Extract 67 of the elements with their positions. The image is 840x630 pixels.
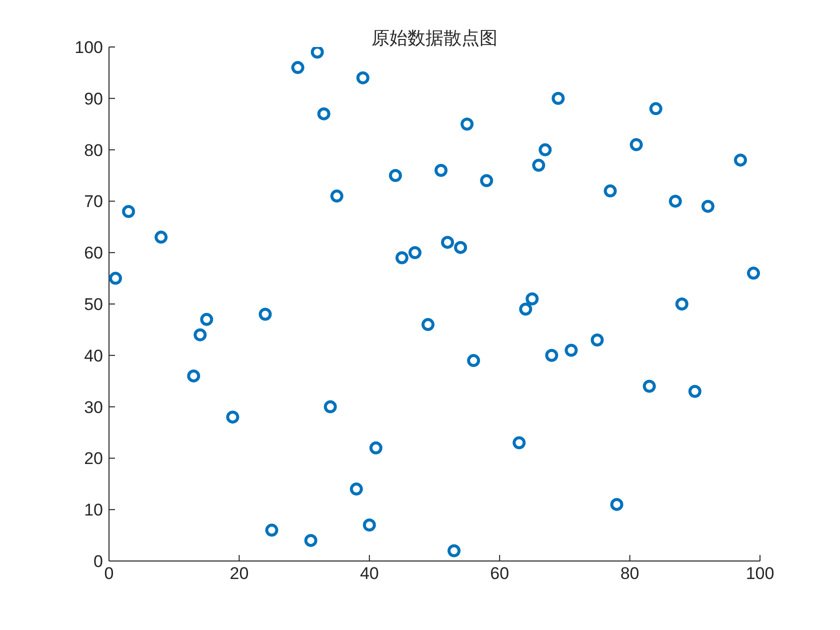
point <box>642 380 656 393</box>
point <box>610 498 624 511</box>
point <box>194 328 207 342</box>
point <box>701 200 714 213</box>
y-tick-label: 70 <box>84 192 103 212</box>
point <box>265 524 278 537</box>
point <box>122 204 136 218</box>
point <box>408 246 422 260</box>
point <box>630 138 643 152</box>
point <box>317 107 330 120</box>
point <box>388 169 402 182</box>
point <box>460 118 474 131</box>
point <box>688 384 702 398</box>
point <box>448 544 461 558</box>
point <box>668 194 682 208</box>
point <box>604 184 617 198</box>
point <box>258 308 272 321</box>
point <box>369 441 382 454</box>
point <box>675 298 688 310</box>
point <box>362 518 376 532</box>
point <box>154 230 168 244</box>
y-tick-label: 20 <box>84 449 103 468</box>
point <box>532 158 546 172</box>
chart-title: 原始数据散点图 <box>370 27 498 50</box>
point <box>324 400 337 414</box>
point <box>538 143 552 156</box>
point <box>552 92 565 105</box>
y-tick-label: 30 <box>84 398 103 417</box>
x-tick-label: 100 <box>746 564 774 584</box>
x-tick-label: 40 <box>360 564 379 584</box>
point <box>545 348 558 362</box>
point <box>441 236 454 249</box>
y-tick-label: 80 <box>84 140 103 160</box>
point <box>480 174 494 188</box>
point <box>304 534 318 547</box>
y-tick-label: 60 <box>84 244 103 263</box>
point <box>434 164 448 177</box>
point <box>590 333 604 346</box>
point <box>291 61 304 74</box>
y-tick-label: 0 <box>94 552 103 572</box>
point <box>512 436 526 450</box>
y-tick-label: 40 <box>84 346 103 366</box>
point <box>350 482 363 496</box>
point <box>395 251 408 264</box>
point <box>734 154 747 167</box>
x-tick-label: 60 <box>490 564 510 584</box>
point <box>421 318 434 332</box>
x-tick-label: 80 <box>620 564 640 584</box>
point <box>746 266 760 280</box>
y-tick-label: 10 <box>84 500 103 520</box>
point <box>564 344 578 357</box>
point <box>519 302 532 316</box>
point <box>454 240 468 254</box>
point <box>310 47 324 59</box>
point <box>649 102 662 116</box>
x-tick-label: 20 <box>230 564 249 584</box>
point <box>187 369 200 382</box>
point <box>109 272 122 285</box>
point <box>526 292 539 306</box>
point <box>356 71 370 84</box>
y-tick-label: 90 <box>84 89 103 108</box>
y-tick-label: 50 <box>84 295 103 314</box>
y-tick-label: 100 <box>74 38 103 58</box>
point <box>226 410 240 424</box>
point <box>200 312 214 326</box>
point <box>467 354 480 368</box>
point <box>330 190 344 203</box>
